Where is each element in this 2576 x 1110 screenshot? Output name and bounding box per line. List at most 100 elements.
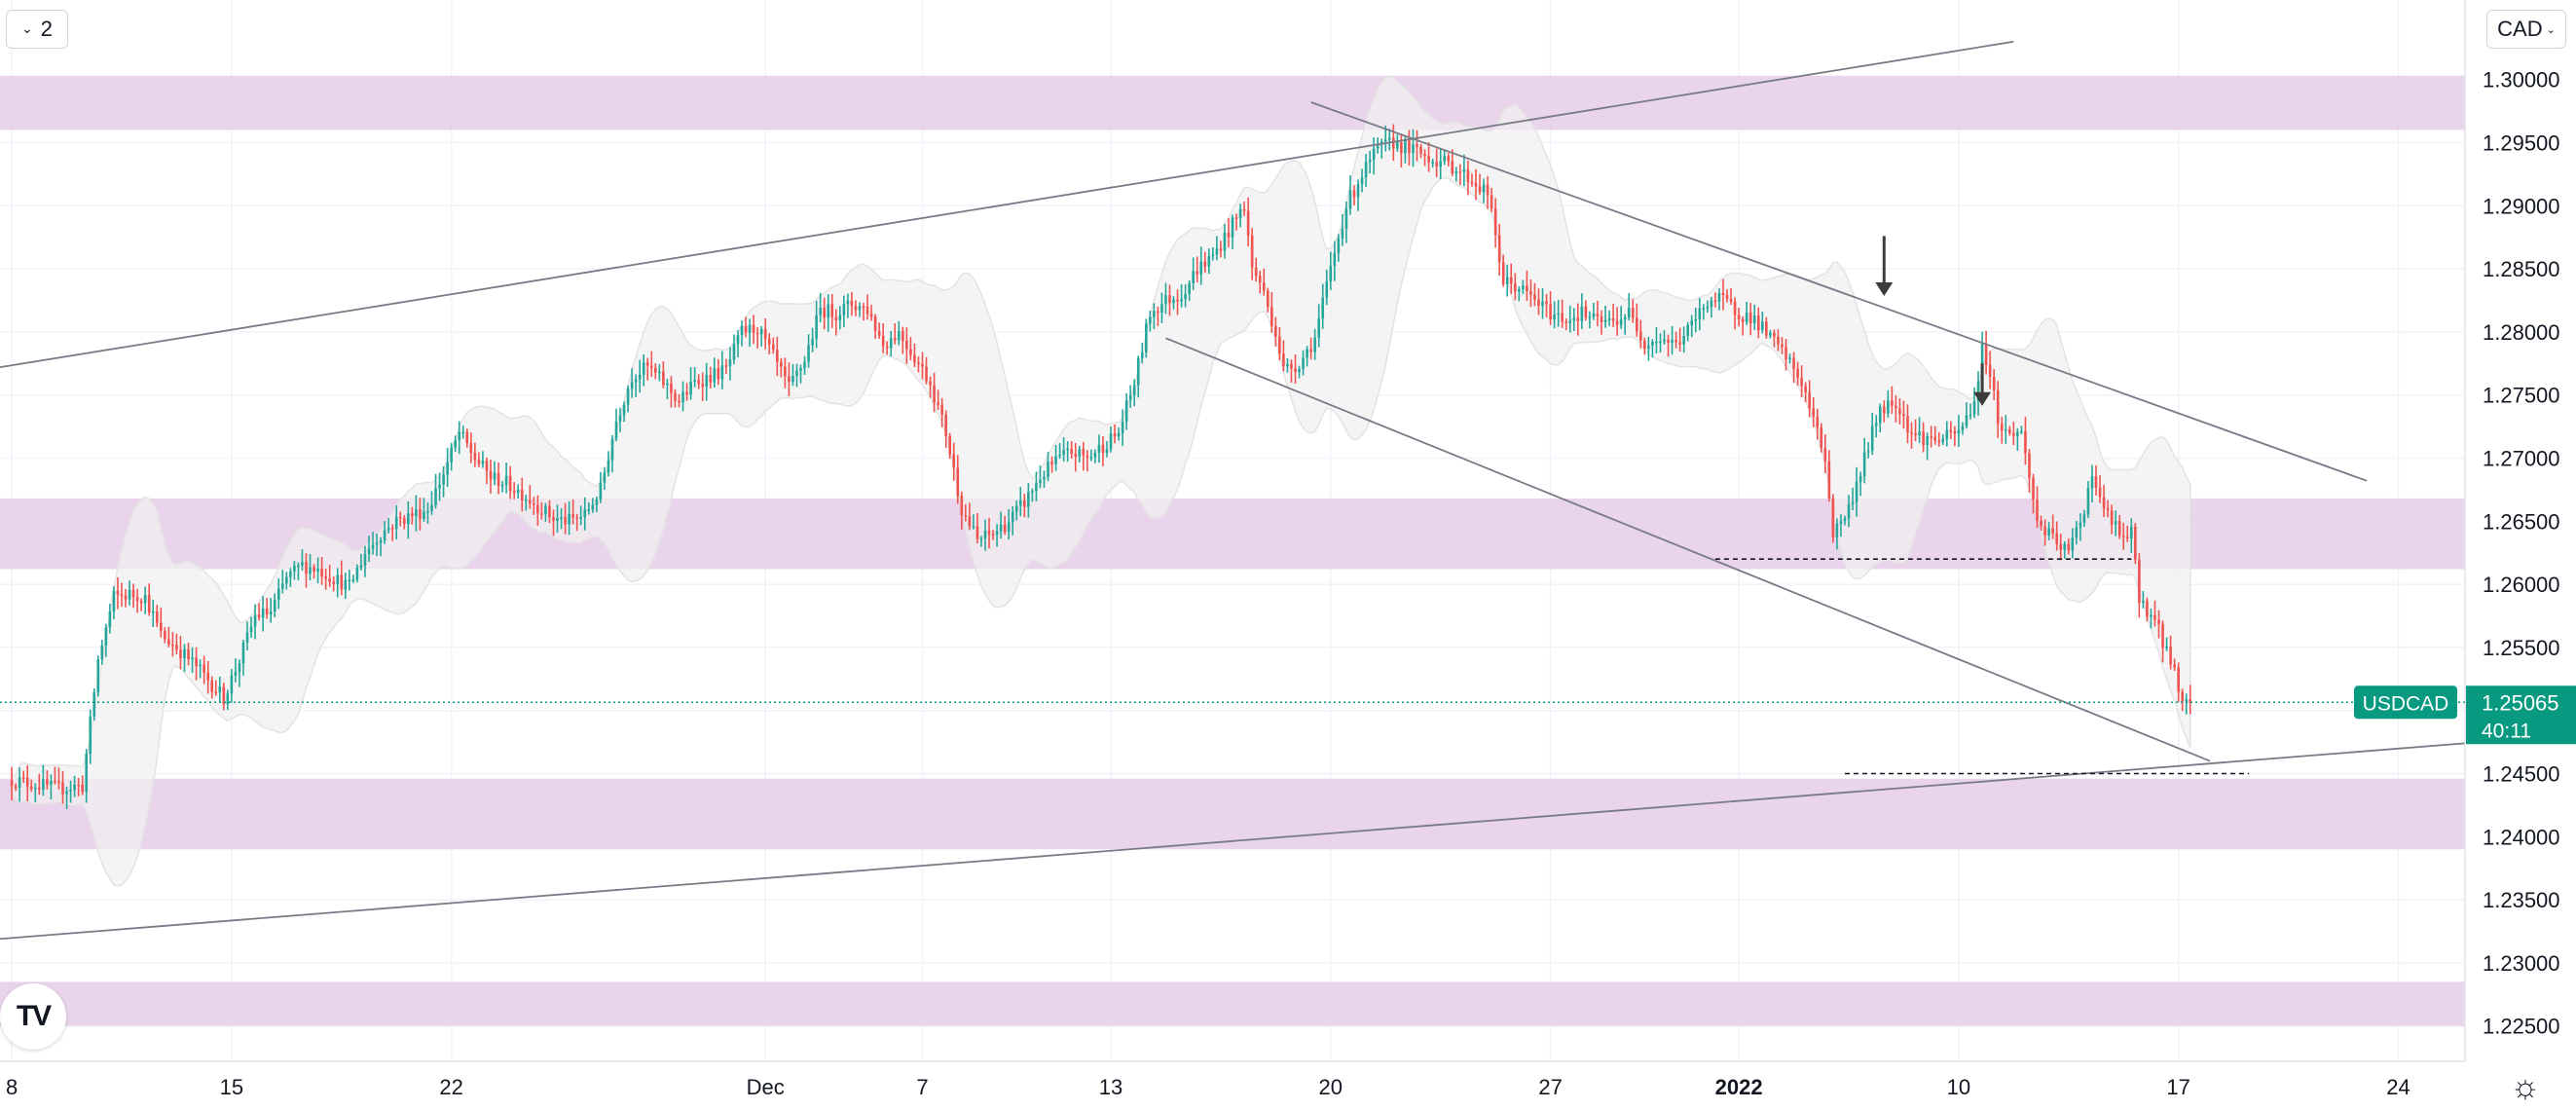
candle-body (305, 562, 308, 574)
candle-body (1136, 357, 1140, 386)
candle (1584, 300, 1588, 321)
tradingview-logo[interactable]: TV (0, 983, 66, 1050)
candle (328, 565, 331, 587)
candle (446, 447, 449, 488)
layout-select-button[interactable]: ⌄ 2 (6, 10, 68, 49)
candle-body (626, 388, 630, 405)
candle-body (1086, 455, 1089, 458)
candle (1203, 251, 1207, 274)
candle (1557, 299, 1560, 327)
candle (465, 428, 469, 448)
candle (2110, 504, 2114, 535)
candle-body (1529, 291, 1532, 295)
candle (1501, 254, 1505, 287)
candle-body (57, 781, 60, 783)
candle-body (2055, 533, 2058, 544)
candle-body (96, 659, 100, 692)
candle-body (1124, 400, 1128, 423)
currency-select-button[interactable]: CAD ⌄ (2486, 10, 2566, 49)
gear-icon[interactable]: ☼ (2510, 1067, 2541, 1105)
candle-body (548, 505, 551, 518)
candle-body (419, 509, 422, 519)
candle (1721, 278, 1725, 311)
candle (1058, 443, 1061, 460)
candle (1862, 437, 1866, 484)
candle (1655, 327, 1658, 354)
candle (784, 357, 787, 388)
bollinger-band-area (11, 75, 2191, 887)
y-tick-label: 1.29000 (2483, 194, 2560, 218)
candle (877, 322, 881, 339)
candle (179, 636, 182, 670)
candle (57, 767, 60, 790)
candle-body (873, 316, 877, 331)
candle (1356, 179, 1360, 211)
candle (1816, 408, 1820, 440)
candle-body (662, 371, 665, 386)
candle (1745, 301, 1748, 325)
candle-body (2063, 543, 2067, 550)
candle-body (815, 314, 818, 339)
x-tick-label: 17 (2166, 1075, 2190, 1099)
candle (1039, 464, 1042, 489)
candle-body (759, 328, 763, 335)
candle (662, 361, 665, 388)
candle-body (458, 431, 461, 441)
candle-body (2189, 699, 2192, 703)
candle-body (1478, 186, 1482, 193)
candle-body (18, 777, 21, 788)
candle (858, 302, 862, 317)
candle (1157, 306, 1159, 326)
candle-body (1219, 248, 1223, 251)
candle (2032, 473, 2035, 514)
candle (2024, 417, 2027, 465)
chevron-down-icon: ⌄ (2546, 23, 2556, 36)
candle (972, 514, 975, 530)
candle (795, 363, 798, 388)
candle-body (1408, 140, 1411, 154)
candle-body (1352, 190, 1356, 198)
candle (2161, 620, 2164, 663)
candle (940, 397, 943, 427)
candle-body (1537, 299, 1540, 307)
candle-body (1914, 433, 1917, 436)
candle (171, 632, 174, 657)
candle-body (135, 597, 139, 602)
candle-body (968, 516, 972, 527)
candle-body (1317, 318, 1321, 338)
candle-body (1282, 353, 1285, 367)
candle (767, 333, 771, 354)
x-tick-label: 2022 (1715, 1075, 1763, 1099)
candle-body (1721, 292, 1725, 296)
candle (249, 616, 253, 639)
candle (2165, 637, 2168, 651)
candle-body (69, 790, 72, 792)
candle (390, 524, 394, 541)
candle-body (1592, 313, 1596, 317)
candle-body (398, 516, 402, 519)
candle-body (1561, 313, 1564, 322)
candle-body (854, 306, 858, 311)
candle-body (1713, 300, 1717, 303)
symbol-badge (2354, 685, 2457, 720)
candle (755, 327, 759, 349)
candle (944, 410, 947, 449)
bar-countdown-label: 40:11 (2482, 720, 2531, 742)
candle (226, 689, 230, 711)
candle (1737, 308, 1741, 327)
candle-body (591, 504, 595, 510)
candle (1317, 304, 1321, 348)
candle-body (940, 404, 943, 415)
candle (1074, 442, 1078, 472)
candle (701, 372, 705, 401)
candle (2059, 534, 2063, 561)
candle-body (568, 514, 570, 525)
y-tick-label: 1.28500 (2483, 257, 2560, 281)
candle (386, 518, 390, 534)
candle-body (257, 614, 261, 618)
candle (670, 376, 673, 408)
candle-body (1227, 232, 1231, 238)
candle (869, 305, 873, 321)
candle-body (199, 664, 202, 667)
